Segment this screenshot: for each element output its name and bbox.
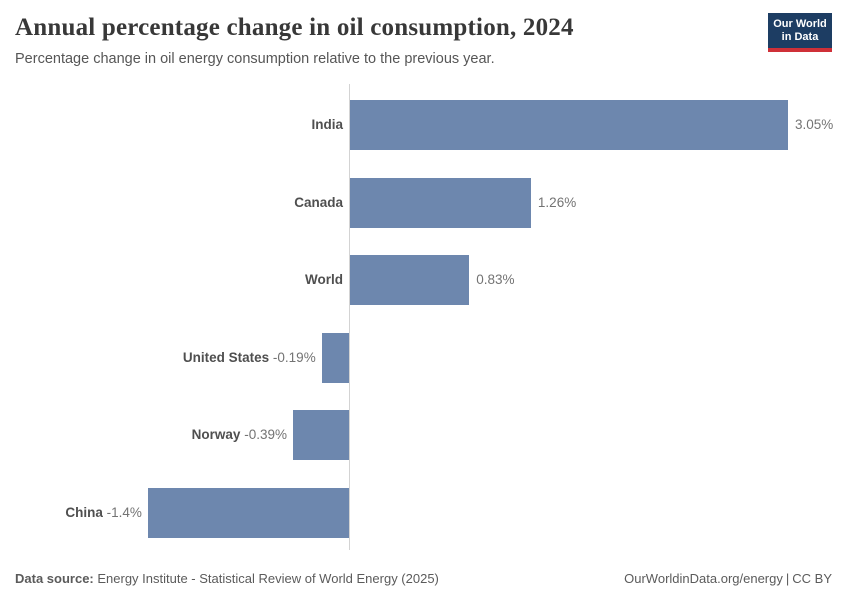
bar-india[interactable]	[350, 100, 788, 150]
bar-united-states[interactable]	[321, 332, 349, 383]
entity-label: China -1.4%	[0, 488, 142, 538]
owid-url-link[interactable]: OurWorldinData.org/energy	[624, 571, 783, 586]
license-link[interactable]: CC BY	[792, 571, 832, 586]
value-label: -1.4%	[106, 504, 142, 520]
value-label: 0.83%	[476, 272, 515, 287]
bar-norway[interactable]	[292, 410, 349, 460]
plot-area: India 3.05% Canada 1.26% World 0.83% United St…	[0, 84, 850, 550]
datasource-label: Data source:	[15, 571, 94, 586]
entity-name: Norway	[191, 427, 241, 442]
footer-separator: |	[785, 571, 790, 586]
bar-row: China -1.4%	[0, 487, 850, 538]
bar-china[interactable]	[147, 487, 349, 538]
owid-logo-stripe	[768, 48, 832, 52]
chart-title: Annual percentage change in oil consumpt…	[15, 14, 574, 41]
entity-label: Canada	[294, 194, 343, 210]
owid-logo[interactable]: Our World in Data	[768, 13, 832, 52]
bar-row: Canada 1.26%	[0, 177, 850, 228]
bar-canada[interactable]	[350, 177, 531, 228]
entity-name: China	[65, 504, 103, 520]
bar-row: United States -0.19%	[0, 332, 850, 383]
entity-label: World	[305, 272, 343, 287]
value-label: -0.39%	[244, 427, 287, 442]
bar-row: World 0.83%	[0, 255, 850, 305]
value-label: 1.26%	[537, 194, 577, 210]
entity-label: United States -0.19%	[0, 333, 316, 383]
datasource-value: Energy Institute - Statistical Review of…	[93, 571, 439, 586]
owid-logo-line2: in Data	[781, 30, 819, 43]
bar-row: India 3.05%	[0, 100, 850, 150]
entity-name: United States	[182, 349, 270, 365]
chart-footer: Data source: Energy Institute - Statisti…	[15, 571, 832, 586]
owid-logo-line1: Our World	[773, 17, 827, 30]
bar-world[interactable]	[350, 255, 470, 305]
datasource-note: Data source: Energy Institute - Statisti…	[15, 571, 439, 586]
entity-label: Norway -0.39%	[0, 410, 287, 460]
footer-links: OurWorldinData.org/energy | CC BY	[624, 571, 832, 586]
bar-row: Norway -0.39%	[0, 410, 850, 460]
owid-logo-box: Our World in Data	[768, 13, 832, 48]
entity-label: India	[311, 117, 343, 132]
value-label: 3.05%	[794, 117, 834, 132]
chart-subtitle: Percentage change in oil energy consumpt…	[15, 51, 495, 67]
zero-axis-line	[349, 84, 350, 550]
value-label: -0.19%	[272, 349, 316, 365]
